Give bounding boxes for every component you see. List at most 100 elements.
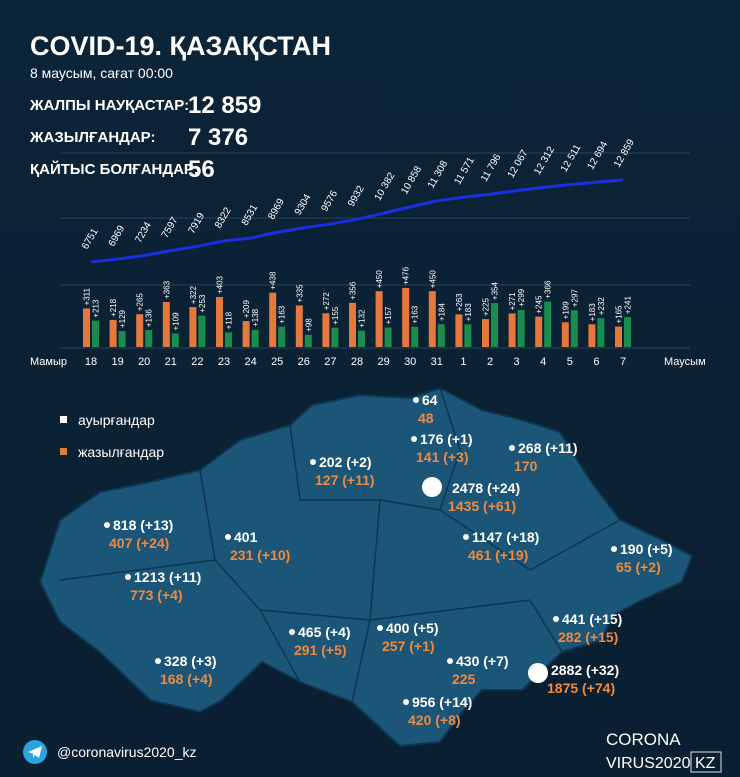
- region-dot: [447, 658, 453, 664]
- region-recovered: 170: [514, 458, 538, 474]
- bar: [615, 326, 622, 347]
- bar-value-label: +232: [597, 297, 606, 316]
- region-recovered: 231 (+10): [230, 547, 290, 563]
- bar: [491, 303, 498, 347]
- region-cases: 400 (+5): [386, 620, 439, 636]
- bar-value-label: +476: [402, 266, 411, 285]
- region-recovered: 257 (+1): [382, 638, 435, 654]
- bar-value-label: +450: [428, 270, 437, 289]
- bar-value-label: +218: [109, 298, 118, 317]
- bar: [162, 301, 170, 347]
- region-recovered: 1435 (+61): [448, 498, 516, 514]
- bar: [411, 326, 419, 347]
- bar: [171, 333, 179, 347]
- bar: [597, 318, 605, 347]
- region-cases: 1147 (+18): [472, 529, 539, 545]
- chart: 18 19 20 21 22 23 24 25 26 27 28 29 30 31 1 2 3 4 5 6 7Мамыр…: [30, 137, 706, 368]
- legend-label: ауырғандар: [78, 412, 155, 428]
- region-dot: [310, 459, 316, 465]
- x-tick-label: 19: [111, 356, 123, 368]
- region-cases: 64: [422, 392, 438, 408]
- bar-value-label: +199: [561, 301, 570, 320]
- bar-value-label: +136: [145, 309, 154, 328]
- bar-value-label: +272: [322, 292, 331, 311]
- bar-value-label: +163: [411, 305, 420, 324]
- bar-value-label: +322: [189, 286, 198, 305]
- bar-value-label: +366: [544, 280, 553, 299]
- bar: [109, 319, 117, 347]
- region-cases: 1213 (+11): [134, 569, 201, 585]
- bar: [136, 314, 144, 347]
- x-tick-label: 2: [487, 356, 493, 368]
- bar: [517, 309, 525, 347]
- bar-value-label: +311: [83, 287, 92, 305]
- x-tick-label: 22: [191, 356, 203, 368]
- region-recovered: 225: [452, 671, 476, 687]
- x-tick-label: 24: [244, 356, 256, 368]
- region-recovered: 407 (+24): [109, 535, 169, 551]
- logo-text: CORONA: [606, 730, 681, 749]
- region-dot: [611, 546, 617, 552]
- bar: [304, 334, 312, 347]
- region-dot: [125, 574, 131, 580]
- bar-value-label: +138: [251, 308, 260, 327]
- bar-value-label: +98: [304, 318, 313, 332]
- region-cases: 465 (+4): [298, 624, 351, 640]
- stat-label: ҚАЙТЫС БОЛҒАНДАР:: [30, 160, 199, 178]
- region-recovered: 420 (+8): [408, 712, 461, 728]
- stat-label: ЖАЛПЫ НАУҚАСТАР:: [29, 97, 189, 114]
- region-cases: 441 (+15): [562, 611, 622, 627]
- logo-text: KZ: [695, 755, 716, 772]
- stat-value: 12 859: [188, 92, 261, 119]
- bar: [198, 315, 206, 347]
- x-tick-label: 31: [431, 356, 443, 368]
- bar: [358, 330, 365, 347]
- x-tick-label: 6: [593, 356, 599, 368]
- region-cases: 202 (+2): [319, 454, 372, 470]
- x-tick-label: 30: [404, 356, 416, 368]
- region-cases: 328 (+3): [164, 653, 217, 669]
- legend-label: жазылғандар: [78, 444, 164, 460]
- region-recovered: 168 (+4): [160, 671, 213, 687]
- bar-value-label: +183: [464, 303, 473, 322]
- region-cases: 268 (+11): [518, 440, 578, 456]
- cumulative-line: [90, 178, 624, 264]
- region-cases: 176 (+1): [420, 431, 473, 447]
- map-shape: [38, 386, 694, 748]
- bar: [437, 324, 445, 347]
- region-cases: 2478 (+24): [452, 480, 520, 496]
- bar-value-label: +253: [198, 294, 207, 313]
- region-dot: [403, 699, 409, 705]
- region-cases: 430 (+7): [456, 653, 509, 669]
- region-cases: 190 (+5): [620, 541, 673, 557]
- bar: [331, 327, 339, 347]
- bar: [561, 322, 569, 347]
- bar: [278, 326, 286, 347]
- bar: [544, 301, 552, 347]
- map-legend: ауырғандар жазылғандар: [60, 412, 164, 460]
- x-tick-label: 7: [620, 356, 626, 368]
- bar: [251, 329, 259, 347]
- bar-value-label: +245: [535, 295, 544, 314]
- city-dot: [422, 477, 442, 497]
- bar: [482, 319, 489, 347]
- x-tick-label: 1: [460, 356, 466, 368]
- bar: [428, 291, 436, 347]
- bar-value-label: +263: [455, 293, 464, 312]
- bar: [535, 316, 543, 347]
- region-cases: 401: [234, 529, 258, 545]
- x-tick-label: 21: [165, 356, 177, 368]
- region-cases: 956 (+14): [412, 694, 472, 710]
- x-tick-label: 5: [567, 356, 573, 368]
- bar: [624, 317, 631, 347]
- x-tick-label: 4: [540, 356, 546, 368]
- bar-value-label: +363: [162, 280, 171, 299]
- region-recovered: 141 (+3): [416, 449, 469, 465]
- region-recovered: 291 (+5): [294, 642, 347, 658]
- bar: [145, 330, 153, 347]
- bar: [375, 291, 383, 347]
- bar: [295, 305, 303, 347]
- bar: [242, 321, 250, 347]
- x-tick-label: 20: [138, 356, 150, 368]
